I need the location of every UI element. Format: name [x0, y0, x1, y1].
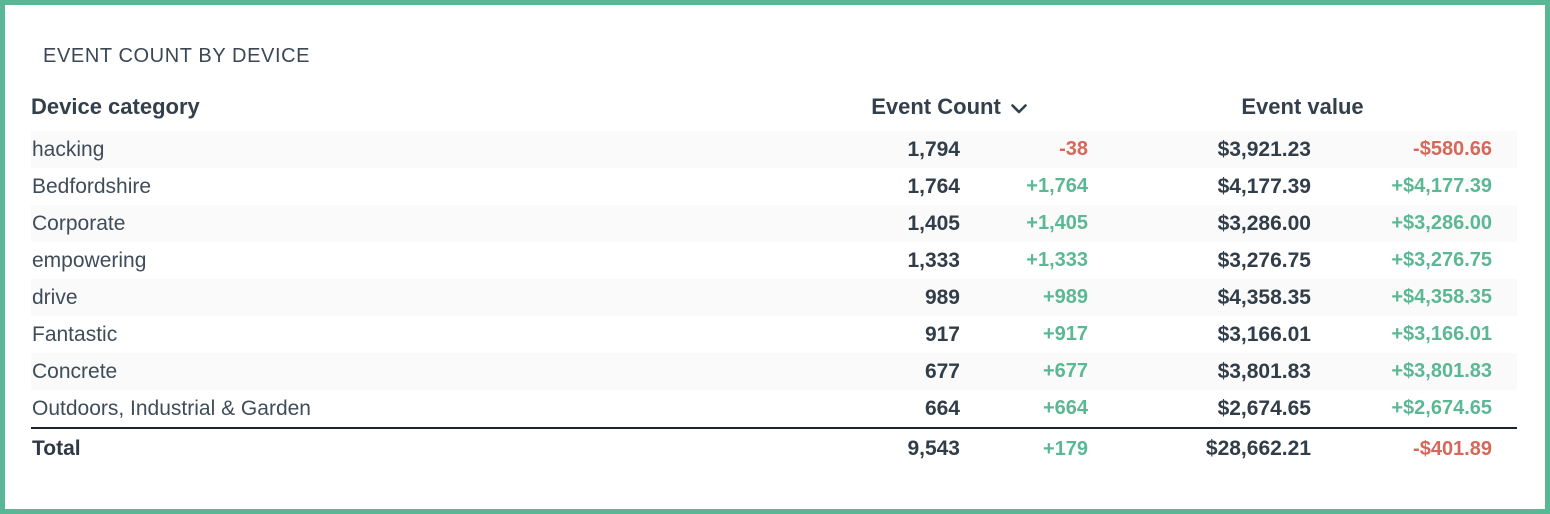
- widget-title: EVENT COUNT BY DEVICE: [43, 45, 311, 67]
- table-row: Bedfordshire 1,764 +1,764 $4,177.39 +$4,…: [31, 168, 1517, 205]
- count-cell: 677: [811, 353, 960, 390]
- value-cell: $3,921.23: [1088, 131, 1311, 168]
- count-cell: 1,794: [811, 131, 960, 168]
- count-delta-cell: +1,333: [1026, 249, 1088, 271]
- table-row: Corporate 1,405 +1,405 $3,286.00 +$3,286…: [31, 205, 1517, 242]
- total-value-delta-cell: -$401.89: [1311, 427, 1517, 469]
- table-row: Fantastic 917 +917 $3,166.01 +$3,166.01: [31, 316, 1517, 353]
- header-row: Device category Event Count Event value: [31, 83, 1517, 131]
- device-cell: empowering: [32, 248, 147, 272]
- count-delta-cell: +917: [1042, 323, 1088, 345]
- count-delta-cell: +664: [1042, 397, 1088, 419]
- device-cell: Corporate: [31, 205, 811, 242]
- event-value-header-label: Event value: [1241, 94, 1364, 119]
- value-delta-cell: +$3,801.83: [1311, 353, 1517, 390]
- column-header-event-count[interactable]: Event Count: [811, 83, 1088, 131]
- column-header-device-category[interactable]: Device category: [31, 83, 811, 131]
- value-cell: $3,276.75: [1217, 248, 1311, 272]
- count-cell: 1,764: [907, 174, 960, 198]
- value-cell: $2,674.65: [1217, 396, 1311, 420]
- value-delta-cell: +$2,674.65: [1391, 397, 1492, 419]
- value-delta-cell: +$4,177.39: [1391, 175, 1492, 197]
- value-cell: $4,358.35: [1088, 279, 1311, 316]
- value-cell: $4,177.39: [1217, 174, 1311, 198]
- count-delta-cell: +989: [960, 279, 1088, 316]
- device-cell: Bedfordshire: [32, 174, 152, 198]
- device-cell: drive: [31, 279, 811, 316]
- count-cell: 1,333: [907, 248, 960, 272]
- table-row: Concrete 677 +677 $3,801.83 +$3,801.83: [31, 353, 1517, 390]
- device-cell: Outdoors, Industrial & Garden: [32, 396, 311, 420]
- value-cell: $3,801.83: [1088, 353, 1311, 390]
- device-category-header-label: Device category: [31, 94, 200, 119]
- value-delta-cell: +$4,358.35: [1311, 279, 1517, 316]
- device-table: Device category Event Count Event value …: [31, 83, 1517, 469]
- count-delta-cell: -38: [960, 131, 1088, 168]
- table-row: Outdoors, Industrial & Garden 664 +664 $…: [31, 390, 1517, 428]
- count-cell: 989: [811, 279, 960, 316]
- count-delta-cell: +1,405: [960, 205, 1088, 242]
- sort-chevron-down-icon[interactable]: [1010, 103, 1028, 115]
- total-count-delta-cell: +179: [960, 427, 1088, 469]
- event-count-header-label: Event Count: [871, 94, 1001, 119]
- value-cell: $3,286.00: [1088, 205, 1311, 242]
- table-row: empowering 1,333 +1,333 $3,276.75 +$3,27…: [31, 242, 1517, 279]
- value-delta-cell: -$580.66: [1311, 131, 1517, 168]
- device-cell: Concrete: [31, 353, 811, 390]
- table-row: drive 989 +989 $4,358.35 +$4,358.35: [31, 279, 1517, 316]
- count-delta-cell: +677: [960, 353, 1088, 390]
- column-header-event-value[interactable]: Event value: [1088, 83, 1517, 131]
- total-row: Total 9,543 +179 $28,662.21 -$401.89: [31, 427, 1517, 469]
- total-count-cell: 9,543: [811, 427, 960, 469]
- device-cell: hacking: [31, 131, 811, 168]
- table-row: hacking 1,794 -38 $3,921.23 -$580.66: [31, 131, 1517, 168]
- value-delta-cell: +$3,166.01: [1391, 323, 1492, 345]
- value-delta-cell: +$3,276.75: [1391, 249, 1492, 271]
- count-cell: 917: [924, 322, 960, 346]
- total-label: Total: [31, 427, 811, 469]
- count-cell: 1,405: [811, 205, 960, 242]
- count-cell: 664: [924, 396, 960, 420]
- count-delta-cell: +1,764: [1026, 175, 1088, 197]
- value-cell: $3,166.01: [1217, 322, 1311, 346]
- value-delta-cell: +$3,286.00: [1311, 205, 1517, 242]
- device-cell: Fantastic: [32, 322, 118, 346]
- total-value-cell: $28,662.21: [1088, 427, 1311, 469]
